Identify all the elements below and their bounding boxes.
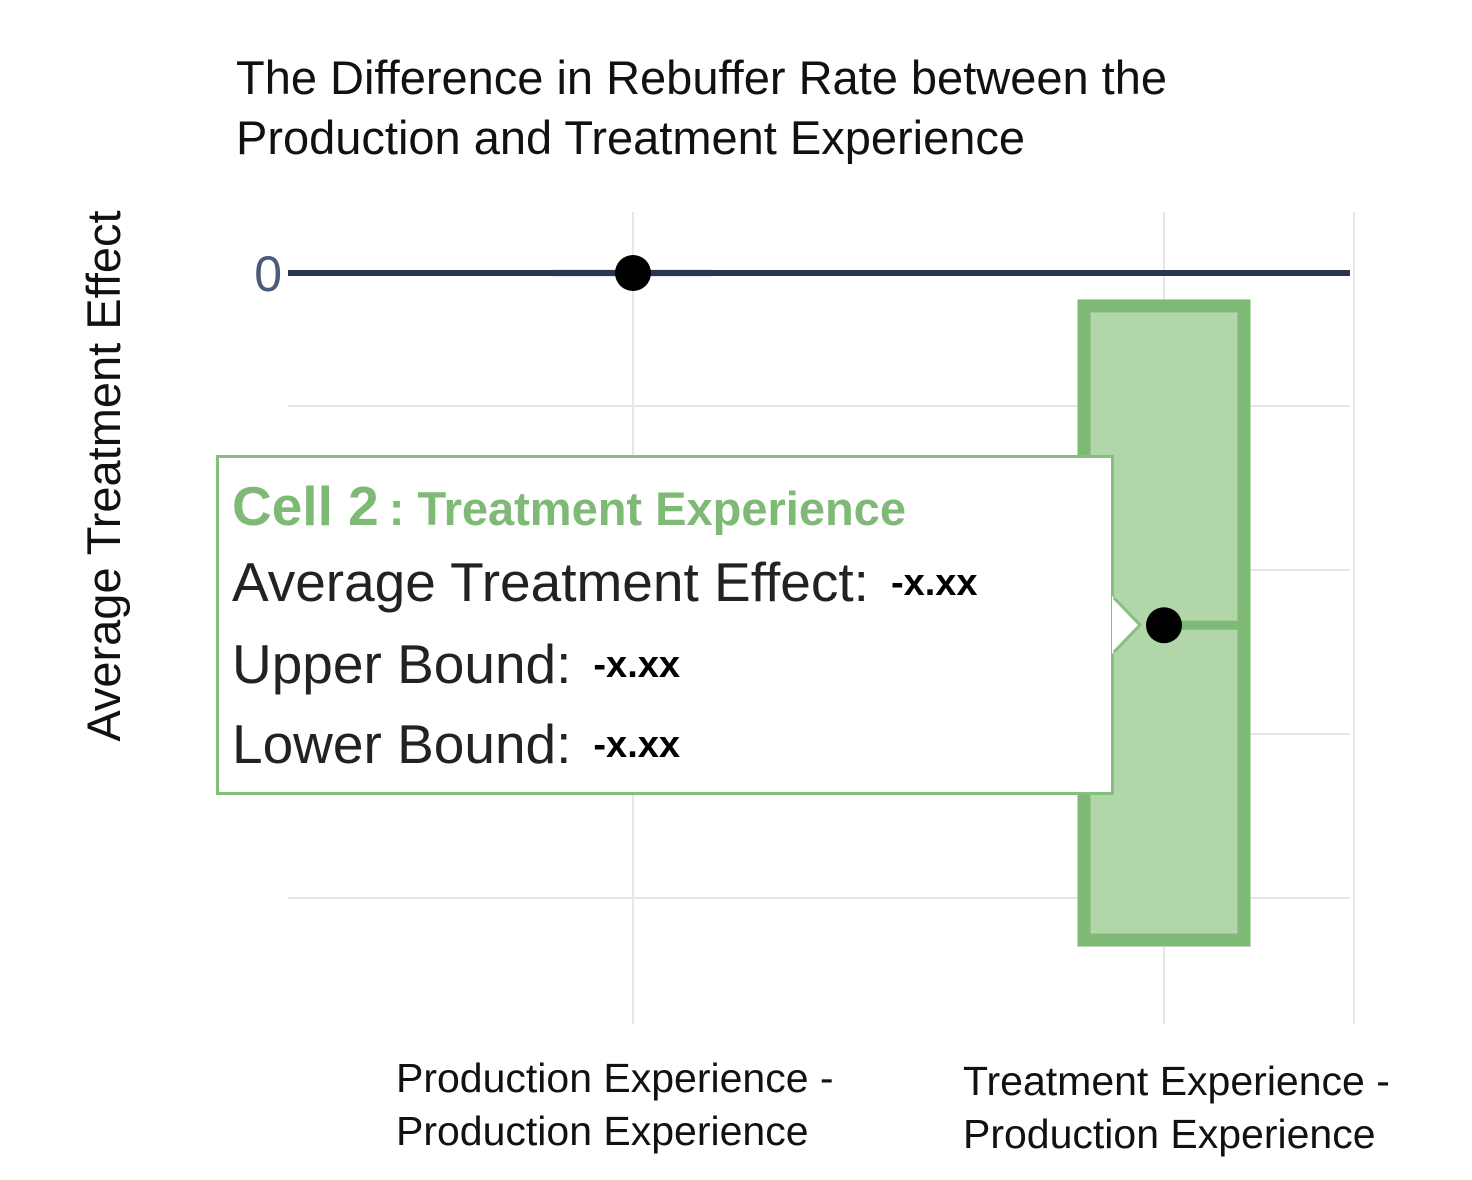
tooltip-pointer [1112, 596, 1143, 654]
tooltip-row-ate: Average Treatment Effect: -x.xx [232, 550, 978, 614]
tooltip-row-value: -x.xx [593, 644, 681, 686]
tooltip-row-label: Upper Bound: [232, 633, 572, 695]
tooltip-row-value: -x.xx [593, 724, 681, 766]
x-tick-label-production: Production Experience - Production Exper… [396, 1052, 834, 1158]
tooltip-row-upper: Upper Bound: -x.xx [232, 632, 680, 696]
y-tick-label: 0 [254, 246, 282, 302]
x-tick-line: Production Experience - [396, 1055, 834, 1101]
x-tick-line: Production Experience [963, 1111, 1376, 1157]
tooltip-title: Cell 2: Treatment Experience [232, 474, 906, 538]
tooltip-row-value: -x.xx [890, 562, 978, 604]
tooltip-row-label: Lower Bound: [232, 713, 572, 775]
data-point [1146, 607, 1182, 644]
x-tick-label-treatment: Treatment Experience - Production Experi… [963, 1055, 1390, 1161]
data-point [615, 254, 651, 291]
tooltip-box [216, 455, 1114, 795]
tooltip-row-label: Average Treatment Effect: [232, 551, 869, 613]
x-tick-line: Production Experience [396, 1108, 809, 1154]
x-tick-line: Treatment Experience - [963, 1058, 1390, 1104]
tooltip-row-lower: Lower Bound: -x.xx [232, 712, 680, 776]
tooltip-series-name: : Treatment Experience [388, 482, 906, 535]
tooltip-cell-label: Cell 2 [232, 475, 379, 537]
chart-title: The Difference in Rebuffer Rate between … [236, 51, 1168, 164]
